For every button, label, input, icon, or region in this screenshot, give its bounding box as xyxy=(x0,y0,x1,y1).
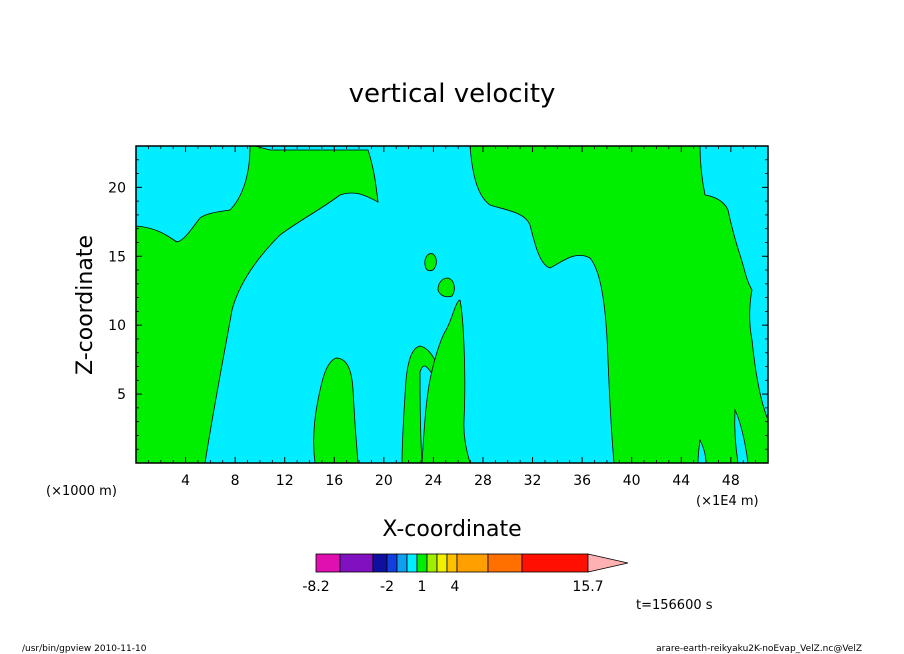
x-tick-label: 20 xyxy=(375,473,393,489)
footer-right: arare-earth-reikyaku2K-noEvap_VelZ.nc@Ve… xyxy=(656,644,862,654)
colorbar-extension xyxy=(587,553,629,573)
y-tick-label: 15 xyxy=(108,249,126,265)
time-label: t=156600 s xyxy=(636,598,713,613)
chart-title: vertical velocity xyxy=(349,79,556,109)
x-tick-label: 36 xyxy=(573,473,591,489)
x-tick-label: 12 xyxy=(276,473,294,489)
contour-regions xyxy=(135,145,769,464)
x-tick-label: 16 xyxy=(325,473,343,489)
colorbar-swatch xyxy=(372,553,388,573)
colorbar-swatch xyxy=(386,553,398,573)
colorbar-label: -8.2 xyxy=(302,579,329,595)
green-island xyxy=(313,357,359,464)
colorbar-swatch xyxy=(426,553,438,573)
x-axis-label: X-coordinate xyxy=(382,517,521,542)
colorbar-swatch xyxy=(339,553,374,573)
colorbar-swatch xyxy=(456,553,489,573)
x-tick-label: 4 xyxy=(181,473,190,489)
colorbar-swatch xyxy=(406,553,418,573)
cyan-region xyxy=(204,145,615,464)
cyan-region xyxy=(699,145,769,421)
colorbar: -8.2 -2 1 4 15.7 xyxy=(302,553,629,595)
x-unit-right: (×1E4 m) xyxy=(696,494,759,509)
colorbar-label: -2 xyxy=(380,579,394,595)
colorbar-swatch xyxy=(436,553,448,573)
plot-frame xyxy=(135,145,769,464)
colorbar-label: 1 xyxy=(418,579,427,595)
footer-left: /usr/bin/gpview 2010-11-10 xyxy=(22,644,147,654)
x-tick-label: 28 xyxy=(474,473,492,489)
x-tick-label: 32 xyxy=(524,473,542,489)
x-tick-label: 44 xyxy=(672,473,690,489)
colorbar-swatch xyxy=(521,553,589,573)
x-unit-left: (×1000 m) xyxy=(46,484,117,499)
y-tick-label: 20 xyxy=(108,180,126,196)
green-island xyxy=(424,253,437,272)
colorbar-label: 15.7 xyxy=(572,579,603,595)
colorbar-label: 4 xyxy=(451,579,460,595)
y-axis-label: Z-coordinate xyxy=(73,235,98,375)
y-tick-label: 5 xyxy=(117,387,126,403)
colorbar-swatch xyxy=(446,553,458,573)
green-island xyxy=(421,299,471,464)
x-tick-label: 48 xyxy=(722,473,740,489)
colorbar-swatch xyxy=(315,553,341,573)
x-tick-label: 24 xyxy=(424,473,442,489)
y-tick-label: 10 xyxy=(108,318,126,334)
x-tick-label: 8 xyxy=(231,473,240,489)
green-island xyxy=(437,277,455,298)
colorbar-swatch xyxy=(396,553,408,573)
x-tick-label: 40 xyxy=(623,473,641,489)
colorbar-swatch xyxy=(487,553,523,573)
cyan-region xyxy=(135,145,251,243)
colorbar-swatch xyxy=(416,553,428,573)
